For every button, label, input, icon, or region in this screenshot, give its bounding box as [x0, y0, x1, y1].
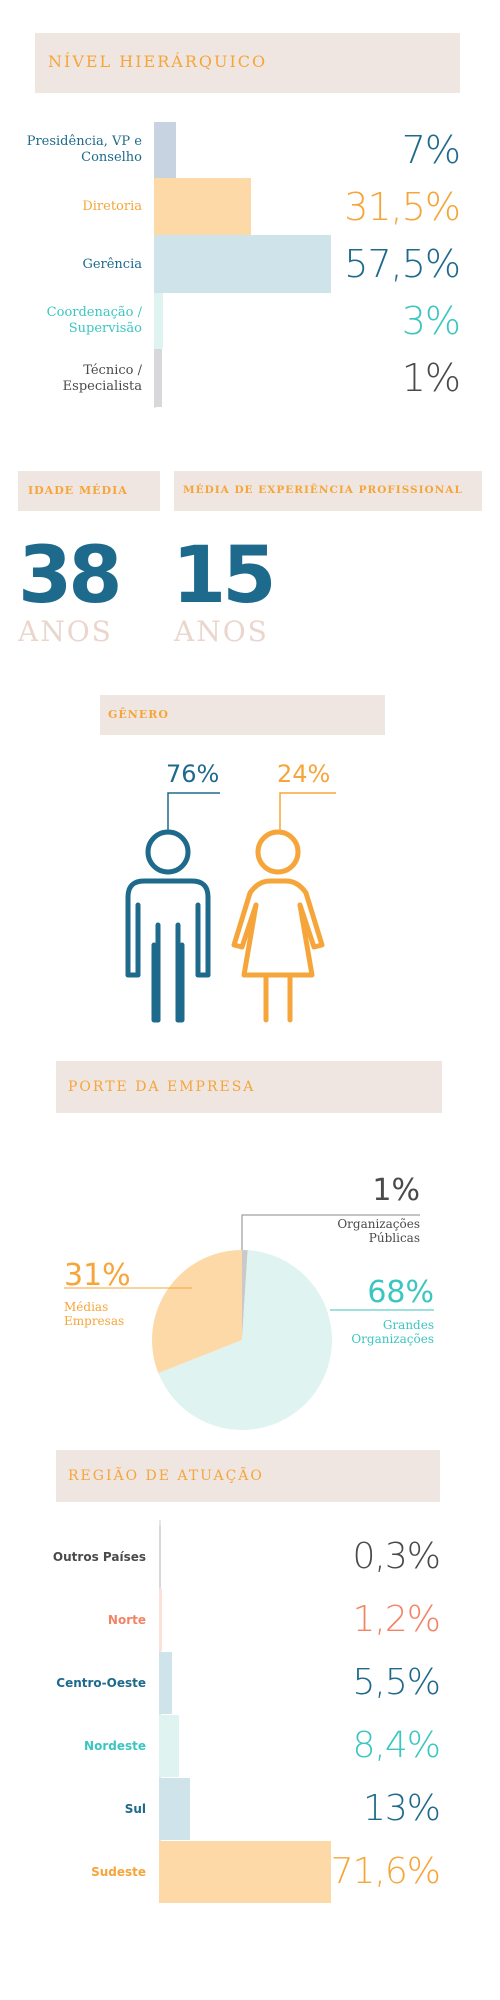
porte-pct-grandes: 68% — [367, 1275, 434, 1310]
porte-pct-medias: 31% — [64, 1258, 131, 1293]
regiao-label-3: Nordeste — [84, 1739, 146, 1753]
female-pct: 24% — [277, 760, 331, 788]
female-person-icon — [231, 829, 325, 1023]
nivel-label-3: Coordenação / Supervisão — [46, 305, 142, 336]
regiao-bar-2 — [159, 1652, 173, 1714]
regiao-label-5: Sudeste — [91, 1865, 146, 1879]
porte-label-medias: Médias Empresas — [64, 1300, 125, 1328]
experiencia-header-box — [174, 471, 482, 511]
porte-pct-publicas: 1% — [372, 1173, 420, 1208]
nivel-pct-4: 1% — [401, 356, 461, 400]
idade-header-box — [18, 471, 160, 511]
regiao-pct-2: 5,5% — [352, 1662, 441, 1703]
pie-slice-grandes — [158, 1250, 332, 1430]
idade-title: IDADE MÉDIA — [28, 484, 128, 497]
regiao-bar-1 — [159, 1589, 162, 1651]
male-connector-line — [167, 792, 220, 831]
nivel-bar-2 — [154, 235, 331, 293]
nivel-hierarquico-title: NÍVEL HIERÁRQUICO — [48, 52, 268, 71]
regiao-bar-5 — [159, 1841, 331, 1903]
porte-header-box — [56, 1061, 442, 1113]
regiao-bar-3 — [159, 1715, 180, 1777]
genero-header-box — [100, 695, 385, 735]
experiencia-title: MÉDIA DE EXPERIÊNCIA PROFISSIONAL — [183, 484, 463, 496]
nivel-label-1: Diretoria — [82, 199, 142, 214]
pie-slice-medias — [151, 1250, 242, 1374]
regiao-bar-4 — [159, 1778, 191, 1840]
regiao-title: REGIÃO DE ATUAÇÃO — [68, 1468, 264, 1484]
nivel-bar-3 — [154, 293, 164, 349]
regiao-pct-5: 71,6% — [330, 1851, 441, 1892]
nivel-hierarquico-header-box — [35, 33, 460, 93]
nivel-pct-1: 31,5% — [344, 184, 461, 229]
idade-unit: ANOS — [18, 615, 113, 648]
idade-value: 38 — [18, 531, 123, 621]
nivel-label-2: Gerência — [82, 257, 142, 272]
porte-title: PORTE DA EMPRESA — [68, 1079, 256, 1095]
nivel-pct-0: 7% — [401, 128, 461, 172]
regiao-pct-1: 1,2% — [352, 1599, 441, 1640]
regiao-label-1: Norte — [107, 1613, 146, 1627]
nivel-pct-2: 57,5% — [344, 242, 461, 286]
nivel-bar-0 — [154, 122, 176, 178]
regiao-label-2: Centro-Oeste — [56, 1676, 146, 1690]
gender-figures — [125, 792, 336, 1023]
experiencia-value: 15 — [172, 531, 277, 621]
nivel-bar-4 — [154, 349, 162, 407]
porte-label-publicas: Organizações Públicas — [337, 1217, 420, 1245]
nivel-label-4: Técnico / Especialista — [62, 363, 142, 394]
male-pct: 76% — [166, 760, 220, 788]
male-person-icon — [125, 829, 211, 1023]
nivel-pct-3: 3% — [401, 299, 461, 343]
pie-slice-publicas — [242, 1250, 248, 1340]
genero-title: GÊNERO — [108, 708, 169, 721]
regiao-pct-4: 13% — [362, 1788, 441, 1829]
experiencia-unit: ANOS — [174, 615, 269, 648]
porte-pie-chart — [64, 1214, 434, 1430]
regiao-bar-0 — [159, 1526, 161, 1588]
regiao-label-4: Sul — [124, 1802, 146, 1816]
female-connector-line — [279, 792, 336, 831]
regiao-header-box — [56, 1450, 440, 1502]
porte-label-grandes: Grandes Organizações — [351, 1318, 434, 1346]
regiao-pct-3: 8,4% — [352, 1725, 441, 1766]
nivel-bar-1 — [154, 178, 251, 235]
leader-line-publicas — [241, 1214, 420, 1250]
regiao-pct-0: 0,3% — [352, 1536, 441, 1577]
nivel-label-0: Presidência, VP e Conselho — [26, 134, 142, 165]
regiao-label-0: Outros Países — [52, 1550, 146, 1564]
